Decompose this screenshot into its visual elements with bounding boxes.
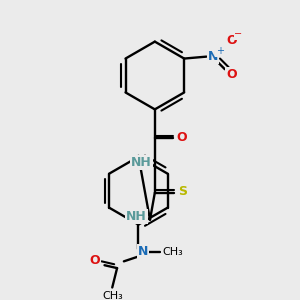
Text: O: O [226,68,237,80]
Text: −: − [234,29,242,39]
Text: CH₃: CH₃ [102,291,123,300]
Text: NH: NH [131,156,152,169]
Text: O: O [226,34,237,47]
Text: O: O [177,131,187,144]
Text: +: + [216,46,224,56]
Text: S: S [178,185,188,198]
Text: CH₃: CH₃ [162,247,183,257]
Text: N: N [208,50,218,63]
Text: NH: NH [126,210,147,223]
Text: O: O [89,254,100,267]
Text: N: N [138,245,148,258]
